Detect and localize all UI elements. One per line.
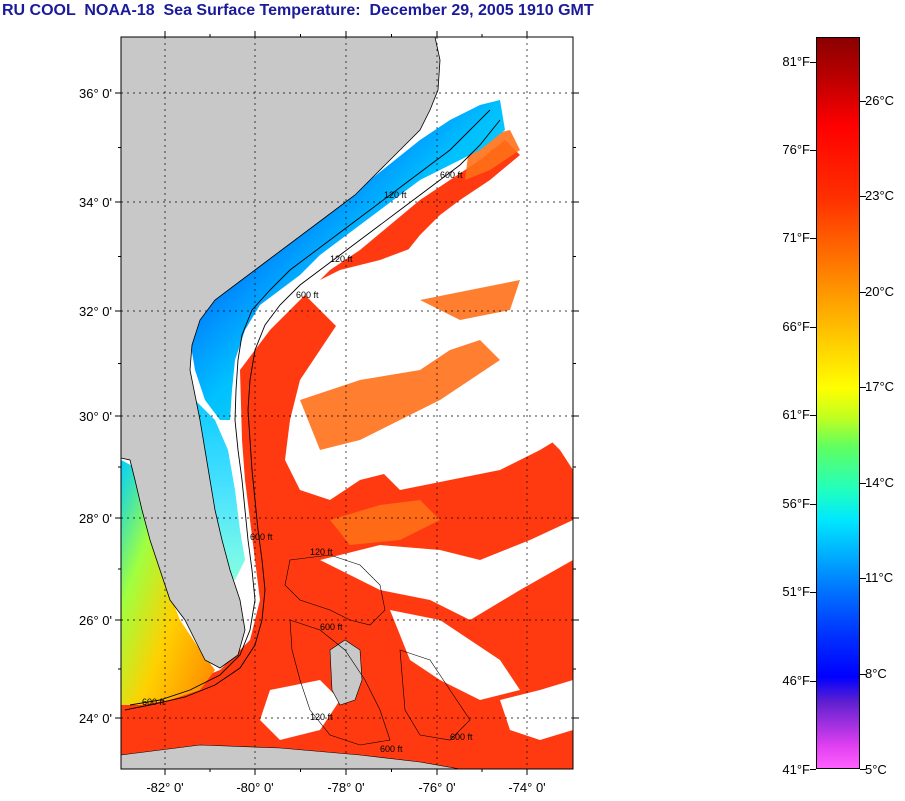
fahrenheit-label: 41°F <box>782 762 810 777</box>
colorbar-tick <box>810 415 816 416</box>
colorbar-tick <box>860 196 866 197</box>
contour-label: 120 ft <box>330 254 353 264</box>
celsius-label: 8°C <box>865 666 887 681</box>
latitude-labels: 36° 0' 34° 0' 32° 0' 30° 0' 28° 0' 26° 0… <box>79 86 112 726</box>
celsius-label: 26°C <box>865 93 895 108</box>
colorbar-tick <box>810 681 816 682</box>
lon-label: -82° 0' <box>146 780 183 795</box>
celsius-label: 23°C <box>865 188 895 203</box>
fahrenheit-label: 46°F <box>782 673 810 688</box>
lat-label: 34° 0' <box>79 195 112 210</box>
land-mainland <box>121 37 441 669</box>
lat-label: 26° 0' <box>79 613 112 628</box>
celsius-label: 11°C <box>865 570 894 585</box>
gulf-water <box>121 460 215 705</box>
colorbar-tick <box>860 578 866 579</box>
celsius-label: 14°C <box>865 475 895 490</box>
colorbar-tick <box>810 150 816 151</box>
colorbar-tick <box>860 483 866 484</box>
celsius-label: 20°C <box>865 284 895 299</box>
fahrenheit-label: 71°F <box>782 230 810 245</box>
colorbar-tick <box>810 592 816 593</box>
contour-label: 600 ft <box>296 290 319 300</box>
contour-label: 600 ft <box>142 697 165 707</box>
colorbar-tick <box>860 674 866 675</box>
contour-label: 600 ft <box>450 732 473 742</box>
colorbar-tick <box>810 62 816 63</box>
bahamas-contours <box>284 554 471 746</box>
colorbar-tick <box>860 292 866 293</box>
map-grid <box>121 37 573 769</box>
fahrenheit-label: 51°F <box>782 584 810 599</box>
contour-label: 600 ft <box>440 170 463 180</box>
fahrenheit-label: 61°F <box>782 407 810 422</box>
fahrenheit-label: 76°F <box>782 142 810 157</box>
colorbar-tick <box>860 387 866 388</box>
contour-label: 600 ft <box>380 744 403 754</box>
contour-label: 120 ft <box>310 547 333 557</box>
contour-120ft <box>129 109 491 706</box>
longitude-labels: -82° 0' -80° 0' -78° 0' -76° 0' -74° 0' <box>146 780 545 795</box>
contour-label: 600 ft <box>320 622 343 632</box>
colorbar-tick <box>860 769 866 770</box>
contour-label: 120 ft <box>384 190 407 200</box>
lon-label: -78° 0' <box>327 780 364 795</box>
fahrenheit-label: 81°F <box>782 54 810 69</box>
colorbar-tick <box>810 238 816 239</box>
florida-coastal-water <box>195 400 245 580</box>
bahamas-island <box>329 639 363 706</box>
orange-patches <box>300 130 520 545</box>
colorbar-tick <box>860 101 866 102</box>
cloud-patches <box>260 230 573 740</box>
colorbar-tick <box>810 769 816 770</box>
contour-label: 120 ft <box>310 712 333 722</box>
map-title: RU COOL NOAA-18 Sea Surface Temperature:… <box>2 2 594 19</box>
lat-label: 28° 0' <box>79 511 112 526</box>
map-frame <box>120 36 574 770</box>
lat-label: 24° 0' <box>79 711 112 726</box>
contour-labels: 600 ft 120 ft 600 ft 120 ft 600 ft 120 f… <box>142 170 473 754</box>
contour-label: 600 ft <box>250 532 273 542</box>
lon-label: -76° 0' <box>418 780 455 795</box>
map-area: 600 ft 120 ft 600 ft 120 ft 600 ft 120 f… <box>121 37 573 769</box>
lat-label: 30° 0' <box>79 409 112 424</box>
contour-600ft <box>124 119 501 711</box>
temperature-colorbar <box>816 37 860 769</box>
fahrenheit-label: 56°F <box>782 496 810 511</box>
colorbar-tick <box>810 327 816 328</box>
lat-label: 36° 0' <box>79 86 112 101</box>
colorbar-tick <box>810 504 816 505</box>
fahrenheit-label: 66°F <box>782 319 810 334</box>
cuba-land <box>121 744 461 769</box>
lon-label: -74° 0' <box>508 780 545 795</box>
lon-label: -80° 0' <box>236 780 273 795</box>
celsius-label: 17°C <box>865 379 895 394</box>
tick-marks <box>115 31 579 775</box>
celsius-label: 5°C <box>865 762 887 777</box>
lat-label: 32° 0' <box>79 304 112 319</box>
